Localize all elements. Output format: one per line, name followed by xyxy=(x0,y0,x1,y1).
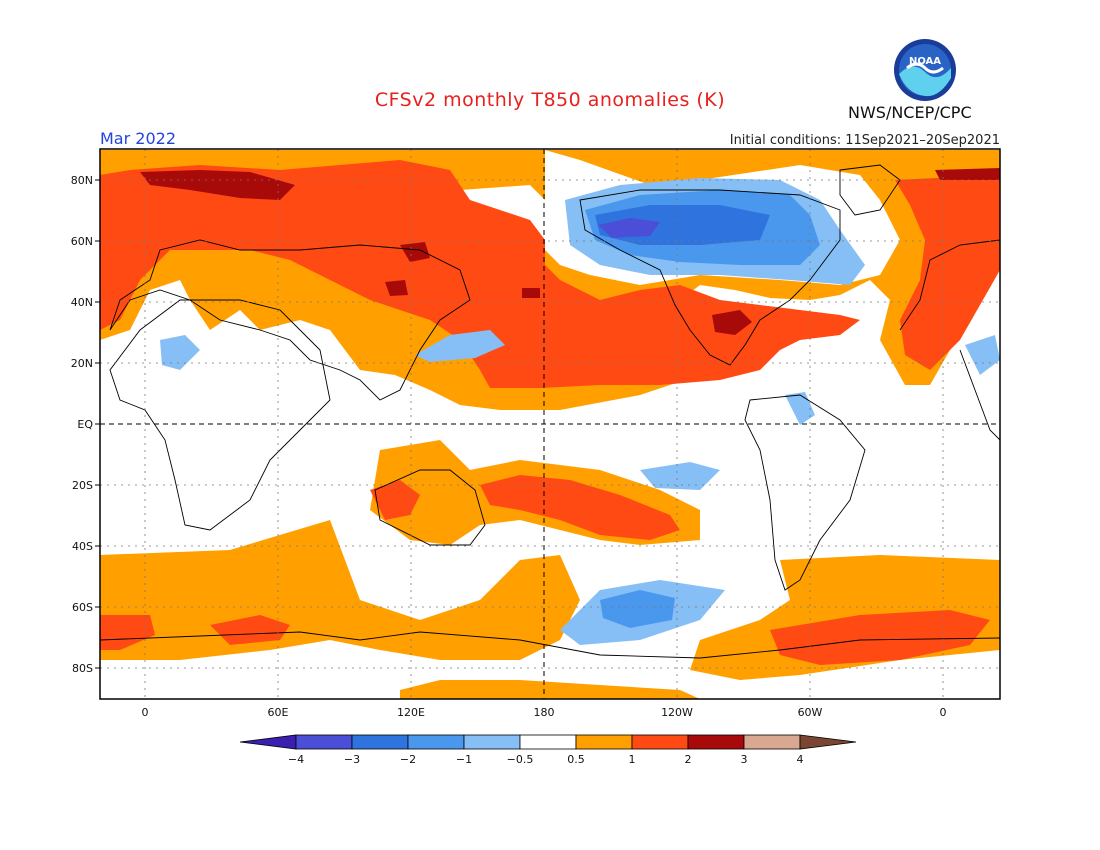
lat-label: 80N xyxy=(71,174,93,187)
map-field xyxy=(100,149,1000,699)
colorbar-arrow-low xyxy=(239,734,297,750)
lon-label: 0 xyxy=(940,706,947,719)
colorbar-swatch xyxy=(407,734,465,750)
lon-axis: 0 60E 120E 180 120W 60W 0 xyxy=(142,706,947,719)
anomaly-neg3-neg4 xyxy=(598,218,660,238)
chart-title: CFSv2 monthly T850 anomalies (K) xyxy=(374,89,726,111)
colorbar-labels: −4 −3 −2 −1 −0.5 0.5 1 2 3 4 xyxy=(288,753,804,766)
lon-label: 60E xyxy=(268,706,289,719)
lat-label: 80S xyxy=(72,662,93,675)
svg-text:NOAA: NOAA xyxy=(909,56,941,67)
reference-lines xyxy=(100,149,1000,699)
colorbar-swatch xyxy=(743,734,801,750)
lat-label: 20N xyxy=(71,357,93,370)
colorbar-label: −2 xyxy=(400,753,416,766)
colorbar-label: 1 xyxy=(629,753,636,766)
lat-ticks xyxy=(95,179,100,669)
agency-label: NWS/NCEP/CPC xyxy=(848,103,972,122)
colorbar-label: 0.5 xyxy=(567,753,585,766)
colorbar-swatch xyxy=(351,734,409,750)
colorbar-swatch xyxy=(463,734,521,750)
colorbar-swatch xyxy=(631,734,689,750)
lat-label: 60N xyxy=(71,235,93,248)
colorbar-label: −0.5 xyxy=(507,753,534,766)
lat-label: 40S xyxy=(72,540,93,553)
lat-label: EQ xyxy=(77,418,93,431)
colorbar-label: −1 xyxy=(456,753,472,766)
valid-month: Mar 2022 xyxy=(100,129,176,148)
lon-label: 180 xyxy=(534,706,555,719)
lon-label: 60W xyxy=(798,706,823,719)
noaa-logo-icon: NOAA xyxy=(894,39,956,101)
lat-axis: 80N 60N 40N 20N EQ 20S 40S 60S 80S xyxy=(71,174,94,675)
colorbar xyxy=(239,734,857,750)
lat-label: 40N xyxy=(71,296,93,309)
colorbar-swatch xyxy=(519,734,577,750)
lon-label: 120W xyxy=(661,706,693,719)
colorbar-label: 4 xyxy=(797,753,804,766)
anomaly-2-3 xyxy=(140,168,1000,335)
lat-label: 60S xyxy=(72,601,93,614)
colorbar-label: 3 xyxy=(741,753,748,766)
colorbar-label: −3 xyxy=(344,753,360,766)
colorbar-label: 2 xyxy=(685,753,692,766)
colorbar-swatch xyxy=(295,734,353,750)
initial-conditions: Initial conditions: 11Sep2021–20Sep2021 xyxy=(729,133,1000,148)
anomaly-1-2 xyxy=(100,160,1000,665)
colorbar-swatch xyxy=(575,734,633,750)
lon-label: 120E xyxy=(397,706,425,719)
colorbar-swatch xyxy=(687,734,745,750)
lat-label: 20S xyxy=(72,479,93,492)
lon-label: 0 xyxy=(142,706,149,719)
colorbar-label: −4 xyxy=(288,753,304,766)
colorbar-arrow-high xyxy=(799,734,857,750)
coastlines xyxy=(100,164,1000,659)
